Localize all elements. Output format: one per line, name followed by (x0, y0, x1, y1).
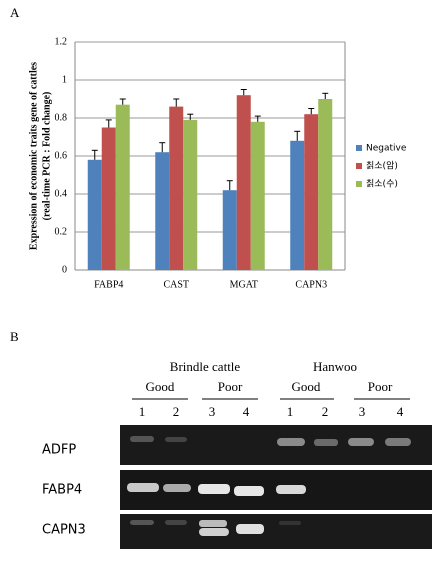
group-label: Brindle cattle (170, 359, 241, 374)
y-tick-label: 0.8 (55, 112, 68, 123)
lane-label: 3 (359, 404, 366, 419)
lane-label: 2 (173, 404, 180, 419)
bar (115, 104, 130, 270)
condition-label: Poor (368, 379, 393, 394)
x-tick-label: MGAT (230, 279, 258, 290)
condition-label: Good (146, 379, 175, 394)
bar (304, 114, 319, 270)
bar (169, 106, 184, 270)
bar (222, 190, 237, 270)
lane-label: 4 (243, 404, 250, 419)
lane-label: 3 (209, 404, 216, 419)
bar (155, 152, 170, 270)
bar (318, 99, 333, 270)
legend-swatch (356, 163, 362, 169)
x-tick-label: CAPN3 (295, 279, 327, 290)
lane-label: 2 (322, 404, 329, 419)
row-label: FABP4 (42, 483, 82, 498)
legend-label: 칡소(암) (366, 160, 398, 172)
bar (87, 159, 102, 270)
x-tick-label: FABP4 (94, 279, 123, 290)
lane-label: 1 (139, 404, 146, 419)
lane-label: 1 (287, 404, 294, 419)
y-tick-label: 0.6 (55, 150, 68, 161)
bar (183, 119, 198, 271)
row-label: ADFP (42, 443, 76, 458)
row-label: CAPN3 (42, 523, 86, 538)
bar (101, 127, 116, 270)
condition-label: Poor (218, 379, 243, 394)
x-tick-label: CAST (163, 279, 189, 290)
y-axis-label: Expression of economic traits gene of ca… (28, 62, 39, 250)
lane-label: 4 (397, 404, 404, 419)
legend-swatch (356, 145, 362, 151)
group-label: Hanwoo (313, 359, 357, 374)
panel-label: B (10, 329, 19, 344)
y-tick-label: 1 (62, 74, 67, 85)
y-tick-label: 0.4 (55, 188, 68, 199)
legend-swatch (356, 181, 362, 187)
y-axis-label: (real-time PCR : Fold change) (41, 92, 52, 221)
y-tick-label: 1.2 (55, 36, 68, 47)
panel-label: A (10, 5, 20, 20)
bar (236, 95, 251, 270)
gel-image (120, 425, 432, 549)
y-tick-label: 0.2 (55, 226, 68, 237)
condition-label: Good (292, 379, 321, 394)
legend-label: Negative (366, 144, 407, 154)
bar (250, 121, 265, 270)
bar (290, 140, 305, 270)
legend-label: 칡소(수) (366, 179, 398, 190)
y-tick-label: 0 (62, 264, 67, 275)
